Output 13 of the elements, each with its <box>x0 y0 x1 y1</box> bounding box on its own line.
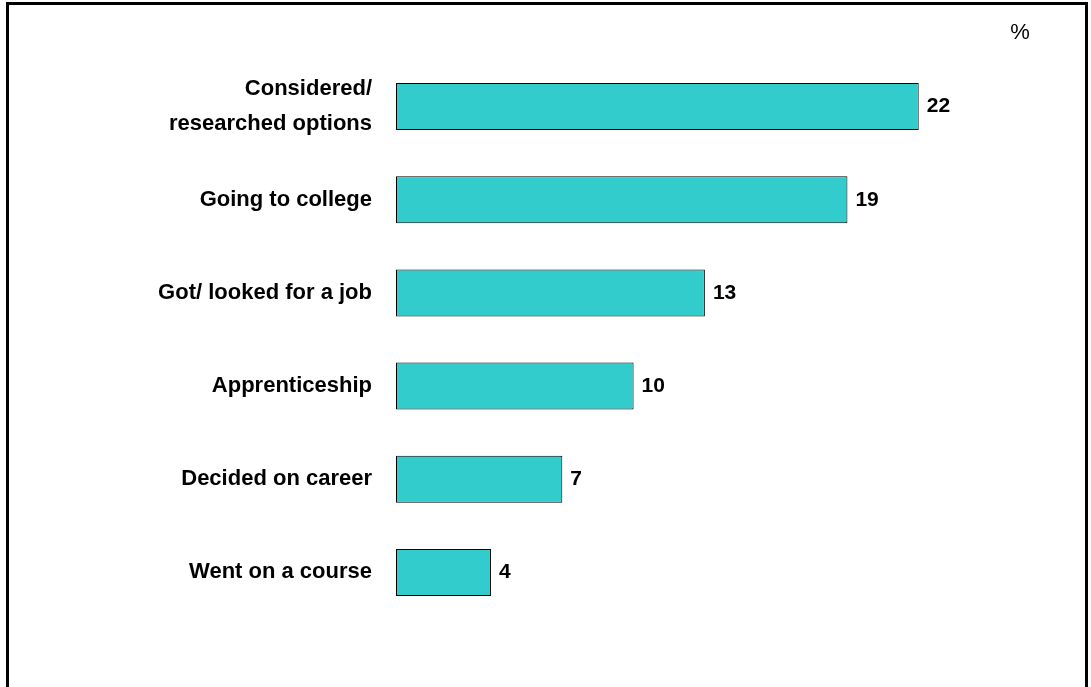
y-tick-label: Went on a course <box>189 558 372 584</box>
y-tick-label: Decided on career <box>181 465 373 491</box>
y-tick-label: Going to college <box>199 185 372 211</box>
y-tick-label: Got/ looked for a job <box>158 278 372 304</box>
x-axis-title: % <box>1010 19 1030 45</box>
data-label: 4 <box>499 559 512 583</box>
data-label: 7 <box>570 466 583 490</box>
data-label: 10 <box>641 372 665 396</box>
data-label: 13 <box>712 279 737 303</box>
y-tick-label: Considered/ researched options <box>169 75 372 136</box>
data-label: 19 <box>855 186 879 210</box>
y-tick-label: Apprenticeship <box>211 372 372 398</box>
data-label: 22 <box>926 93 951 117</box>
